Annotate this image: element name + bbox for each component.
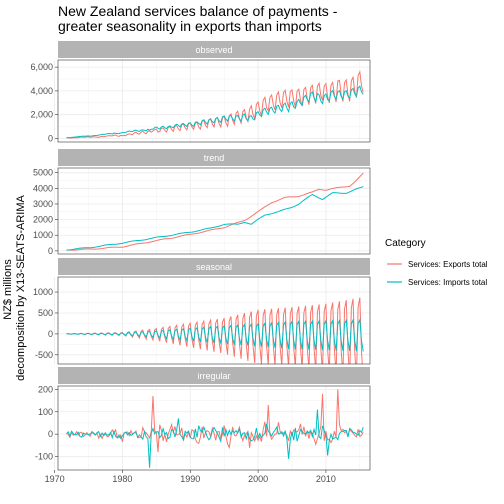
y-axis-title: NZ$ millions decomposition by X13-SEATS-… — [2, 195, 27, 381]
y-tick-label: 2000 — [33, 215, 53, 225]
y-axis-title-line-1: NZ$ millions — [2, 259, 14, 320]
y-tick-label: 500 — [38, 308, 53, 318]
facet-strip-label: trend — [204, 153, 225, 163]
x-tick-label: 2010 — [316, 474, 336, 484]
legend-label: Services: Imports total — [408, 278, 487, 287]
y-tick-label: 0 — [48, 429, 53, 439]
facet-strip-label: irregular — [197, 371, 230, 381]
y-tick-label: 3000 — [33, 199, 53, 209]
facet-strip — [58, 149, 370, 166]
x-tick-label: 1970 — [45, 474, 65, 484]
y-tick-label: 6,000 — [30, 62, 53, 72]
panel-border — [57, 59, 371, 143]
y-tick-label: 1000 — [33, 287, 53, 297]
x-tick-label: 1990 — [180, 474, 200, 484]
series-line-exports — [66, 172, 364, 251]
facet-strip-label: observed — [195, 45, 232, 55]
y-tick-label: 5000 — [33, 168, 53, 178]
y-tick-label: -100 — [35, 452, 53, 462]
panel-background — [58, 60, 370, 142]
series-line-imports — [66, 85, 364, 139]
facet-panels: observed02,0004,0006,000trend01000200030… — [30, 41, 371, 484]
panel-border — [57, 385, 371, 471]
y-tick-label: 2,000 — [30, 110, 53, 120]
series-line-exports — [66, 389, 364, 453]
y-tick-label: -500 — [35, 350, 53, 360]
panel-irregular: irregular -100 0 100 200 1970 1980 1990 2000 2010 — [35, 367, 371, 484]
chart-title-line-1: New Zealand services balance of payments… — [58, 3, 338, 19]
facet-strip — [58, 367, 370, 384]
panel-border — [57, 167, 371, 255]
y-tick-label: 4000 — [33, 183, 53, 193]
facet-strip-label: seasonal — [196, 262, 232, 272]
facet-strip — [58, 41, 370, 58]
panel-seasonal: seasonal -500 0 500 1000 — [33, 258, 371, 365]
legend: Category Services: Exports total Services:… — [385, 238, 488, 287]
x-tick-label: 2000 — [248, 474, 268, 484]
legend-label: Services: Exports total — [408, 260, 488, 269]
series-line-imports — [66, 318, 364, 352]
y-tick-label: 1000 — [33, 230, 53, 240]
y-tick-label: 200 — [38, 384, 53, 394]
y-tick-label: 4,000 — [30, 86, 53, 96]
y-tick-label: 100 — [38, 407, 53, 417]
series-line-imports — [66, 186, 364, 251]
y-axis-title-line-2: decomposition by X13-SEATS-ARIMA — [15, 195, 27, 381]
y-tick-label: 0 — [48, 329, 53, 339]
panel-observed: observed 0 2,000 4,000 6,000 — [30, 41, 371, 143]
y-tick-label: 0 — [48, 246, 53, 256]
y-tick-label: 0 — [48, 133, 53, 143]
x-tick-label: 1980 — [112, 474, 132, 484]
facet-strip — [58, 258, 370, 275]
chart-title: New Zealand services balance of payments… — [58, 3, 341, 34]
panel-background — [58, 168, 370, 254]
panel-border — [57, 276, 371, 365]
series-line-imports — [66, 409, 364, 468]
legend-title: Category — [385, 238, 426, 249]
chart-title-line-2: greater seasonality in exports than impo… — [58, 18, 322, 34]
panel-trend: trend 0 1000 2000 3000 4000 5000 — [33, 149, 371, 256]
